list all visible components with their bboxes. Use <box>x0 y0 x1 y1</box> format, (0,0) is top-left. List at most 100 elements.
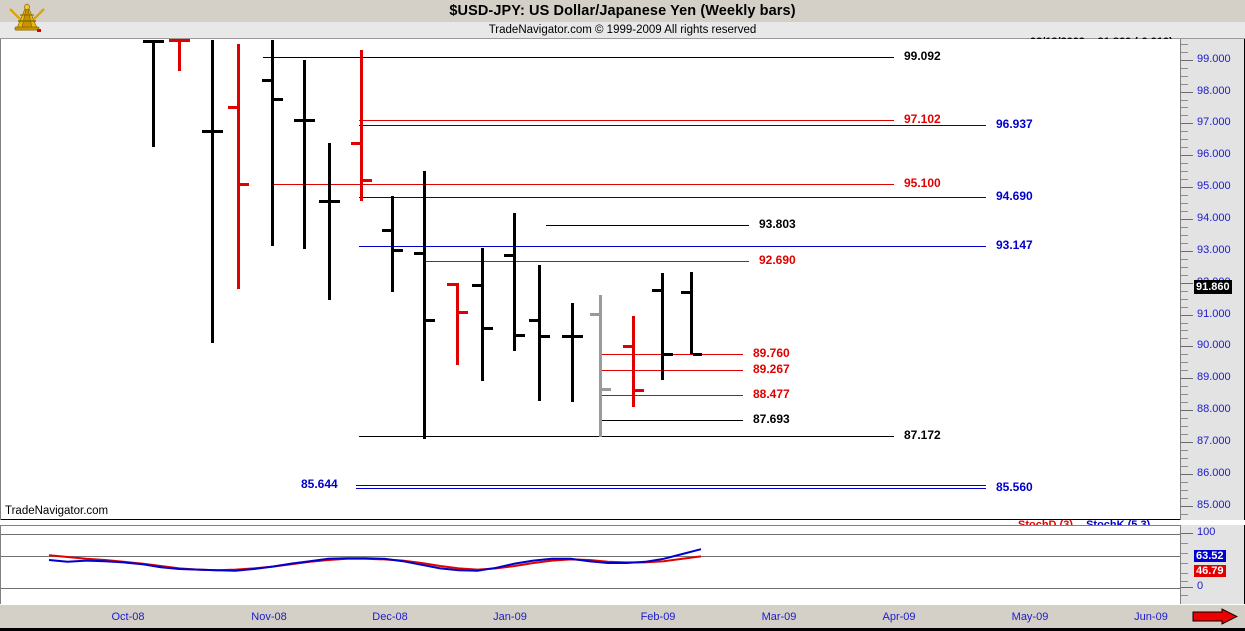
study-line[interactable] <box>701 394 743 396</box>
ohlc-bar[interactable] <box>504 212 525 352</box>
ohlc-bar[interactable] <box>382 196 403 293</box>
ohlc-bar[interactable] <box>562 303 583 403</box>
study-line[interactable] <box>856 120 894 122</box>
price-chart-pane[interactable]: 99.092 97.102 96.937 95.100 94.690 93.803 93.1… <box>0 39 1181 520</box>
date-axis[interactable]: Oct-08 Nov-08 Dec-08 Jan-09 Feb-09 Mar-09 Apr-… <box>0 604 1245 631</box>
price-axis-tick <box>1181 123 1193 125</box>
ohlc-bar-stem <box>571 303 574 403</box>
ohlc-bar-stem <box>538 265 541 401</box>
study-line-label: 92.690 <box>759 252 796 267</box>
study-line[interactable] <box>701 354 743 356</box>
ohlc-bar[interactable] <box>169 39 190 71</box>
price-axis-minor-tick <box>1181 171 1188 173</box>
study-line[interactable] <box>356 487 986 489</box>
ohlc-bar[interactable] <box>262 39 283 247</box>
date-axis-label: Dec-08 <box>372 611 408 623</box>
price-axis-minor-tick <box>1181 258 1188 260</box>
study-line[interactable] <box>856 196 986 198</box>
ohlc-bar[interactable] <box>228 43 249 290</box>
study-line[interactable] <box>356 485 986 487</box>
watermark-label: TradeNavigator.com <box>5 505 109 517</box>
ohlc-close-tick <box>459 311 468 315</box>
ohlc-close-tick <box>363 179 372 183</box>
ohlc-bar[interactable] <box>681 271 702 357</box>
price-axis-minor-tick <box>1181 481 1188 483</box>
price-axis-minor-tick <box>1181 274 1188 276</box>
study-line[interactable] <box>701 369 743 371</box>
ohlc-bar[interactable] <box>623 316 644 407</box>
price-axis-minor-tick <box>1181 354 1188 356</box>
price-axis-minor-tick <box>1181 394 1188 396</box>
study-line-label: 96.937 <box>996 117 1033 132</box>
ohlc-bar[interactable] <box>652 273 673 380</box>
price-axis-minor-tick <box>1181 211 1188 212</box>
price-axis-label: 87.000 <box>1197 434 1231 447</box>
study-line-extension <box>423 260 701 262</box>
price-axis-minor-tick <box>1181 449 1188 451</box>
study-line[interactable] <box>701 260 749 262</box>
study-line-label: 89.760 <box>753 346 790 361</box>
indicator-axis-tick <box>1181 587 1193 588</box>
price-axis-minor-tick <box>1181 131 1188 133</box>
ohlc-open-tick <box>262 78 271 82</box>
indicator-axis-tick <box>1181 533 1193 534</box>
ohlc-bar-stem <box>661 273 664 380</box>
study-line[interactable] <box>856 56 894 58</box>
ohlc-bar[interactable] <box>414 171 435 439</box>
price-axis-minor-tick <box>1181 433 1188 435</box>
price-axis-minor-tick <box>1181 203 1188 205</box>
ohlc-bar[interactable] <box>143 39 164 148</box>
study-line[interactable] <box>701 419 743 421</box>
price-axis-minor-tick <box>1181 75 1188 77</box>
price-axis[interactable]: 99.000 98.000 97.000 96.000 95.000 94.000 93.0… <box>1180 39 1245 520</box>
study-line[interactable] <box>701 225 749 227</box>
indicator-axis[interactable]: 100 0 63.52 46.79 <box>1180 525 1245 604</box>
price-pane-baseline <box>1 519 1181 520</box>
ohlc-bar-stem <box>178 39 181 71</box>
date-axis-label: May-09 <box>1011 611 1049 623</box>
price-axis-label: 96.000 <box>1197 148 1231 161</box>
date-axis-label: Jun-09 <box>1134 611 1168 623</box>
forward-arrow-icon[interactable] <box>1192 608 1238 625</box>
price-axis-minor-tick <box>1181 290 1188 292</box>
indicator-axis-minor-tick <box>1181 563 1188 564</box>
ohlc-bar-stem <box>599 295 602 437</box>
ohlc-close-tick <box>155 39 164 43</box>
price-axis-minor-tick <box>1181 489 1188 491</box>
price-axis-minor-tick <box>1181 83 1188 85</box>
price-axis-minor-tick <box>1181 139 1188 141</box>
price-axis-tick <box>1181 155 1193 157</box>
study-line-extension <box>271 183 856 185</box>
price-axis-label: 90.000 <box>1197 339 1231 352</box>
stochastic-indicator-pane[interactable] <box>0 525 1180 604</box>
study-line-extension <box>599 419 701 421</box>
ohlc-close-tick <box>693 353 702 357</box>
ohlc-bar[interactable] <box>294 59 315 250</box>
stochk-line <box>48 548 702 572</box>
price-axis-tick <box>1181 187 1193 189</box>
date-axis-label: Nov-08 <box>251 611 287 623</box>
price-axis-minor-tick <box>1181 362 1188 364</box>
ohlc-bar[interactable] <box>202 39 223 344</box>
ohlc-bar[interactable] <box>590 295 611 437</box>
ohlc-bar[interactable] <box>447 282 468 366</box>
ohlc-open-tick <box>623 344 632 348</box>
price-axis-minor-tick <box>1181 497 1188 499</box>
study-line[interactable] <box>856 183 894 185</box>
ohlc-close-tick <box>214 129 223 133</box>
header-divider <box>0 38 1245 39</box>
study-line[interactable] <box>701 436 894 438</box>
ohlc-open-tick <box>228 105 237 109</box>
ohlc-bar[interactable] <box>472 247 493 382</box>
indicator-axis-label: 100 <box>1197 526 1216 538</box>
ohlc-bar[interactable] <box>319 142 340 301</box>
ohlc-close-tick <box>541 335 550 339</box>
study-line[interactable] <box>856 125 986 127</box>
ohlc-bar[interactable] <box>529 265 550 401</box>
ohlc-open-tick <box>202 129 211 133</box>
price-axis-label: 89.000 <box>1197 371 1231 384</box>
ohlc-bar-stem <box>237 43 240 290</box>
price-axis-tick <box>1181 218 1193 220</box>
ohlc-bar[interactable] <box>351 50 372 202</box>
study-line[interactable] <box>701 246 986 248</box>
